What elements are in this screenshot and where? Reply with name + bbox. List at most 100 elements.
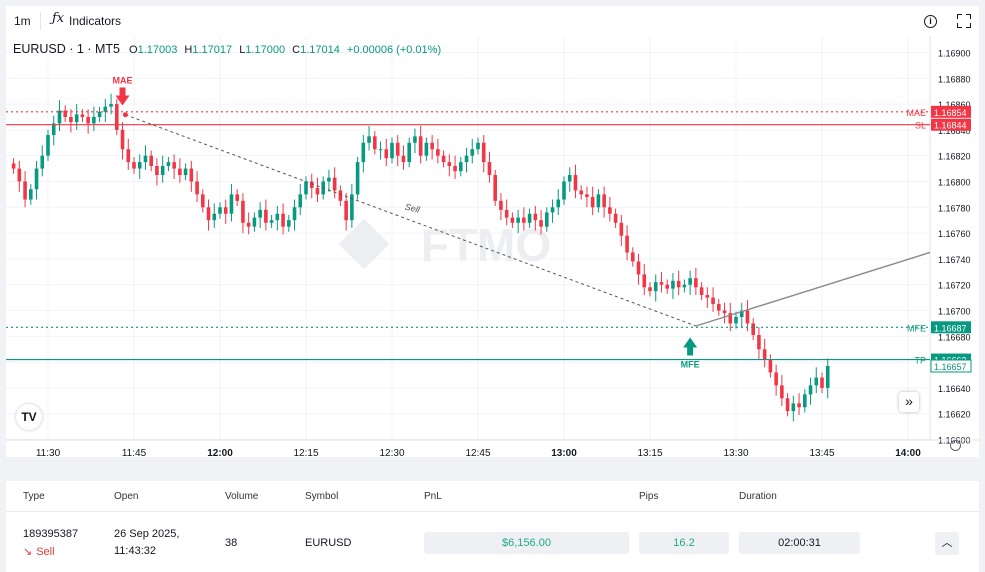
candle-body: [155, 166, 159, 176]
y-tick-label: 1.16860: [938, 100, 971, 110]
candle-body: [309, 181, 314, 188]
candle-body: [430, 142, 434, 150]
y-tick-label: 1.16620: [938, 410, 971, 420]
candle-body: [86, 116, 90, 124]
candle-body: [459, 162, 463, 172]
candle-body: [556, 199, 561, 208]
chart-toolbar: 1m ƒx Indicators i: [6, 6, 979, 36]
trade-path-line: [125, 114, 697, 327]
price-tag-text: 1.16844: [934, 121, 967, 131]
fullscreen-icon[interactable]: [957, 14, 971, 28]
candle-body: [126, 149, 131, 163]
level-label-sl: SL: [915, 121, 926, 131]
y-tick-label: 1.16640: [938, 384, 971, 394]
gear-icon[interactable]: [950, 440, 961, 451]
candle-body: [287, 220, 291, 227]
candle-body: [791, 403, 796, 412]
x-tick-label: 13:45: [809, 448, 834, 457]
chart-panel[interactable]: 1m ƒx Indicators i 1.16900 1.16880 1.16860…: [6, 6, 979, 457]
mfe-arrow-icon: [683, 337, 698, 348]
candle-body: [648, 287, 652, 292]
candle-body: [327, 177, 331, 182]
candle-body: [545, 212, 549, 227]
candle-body: [722, 310, 727, 314]
candle-body: [350, 194, 354, 221]
level-label-mae: MAE: [906, 108, 926, 118]
header-open: Open: [114, 491, 139, 502]
candle-body: [522, 217, 526, 223]
legend-open-value: 1.17003: [137, 44, 178, 56]
candle-body: [631, 252, 635, 262]
y-tick-label: 1.16740: [938, 255, 971, 265]
candle-body: [275, 213, 280, 221]
candle-body: [178, 168, 182, 176]
header-divider: [6, 511, 979, 512]
price-chart[interactable]: 1.16900 1.16880 1.16860 1.16840 1.16820 1.168…: [6, 36, 979, 457]
candle-body: [682, 284, 687, 288]
candle-body: [562, 181, 566, 200]
candle-body: [115, 104, 119, 130]
candle-body: [407, 142, 411, 163]
ohlc-legend: EURUSD · 1 · MT5 O1.17003 H1.17017 L1.17…: [13, 42, 445, 56]
candle-body: [797, 403, 801, 408]
candle-body: [401, 155, 406, 163]
timeframe-button[interactable]: 1m: [14, 14, 31, 28]
candle-body: [780, 385, 784, 399]
candle-body: [751, 323, 755, 336]
candle-body: [395, 142, 400, 156]
candle-body: [166, 162, 171, 166]
candle-body: [487, 162, 492, 176]
header-pnl: PnL: [424, 491, 442, 502]
info-icon[interactable]: i: [924, 15, 937, 28]
fx-icon[interactable]: ƒx: [52, 11, 65, 26]
candle-body: [149, 155, 153, 166]
tradingview-logo-icon[interactable]: TV: [16, 404, 42, 430]
price-tag-text: 1.16854: [934, 108, 967, 118]
candle-body: [143, 155, 148, 163]
candle-body: [613, 213, 618, 223]
mae-label: MAE: [113, 75, 133, 85]
candle-body: [636, 261, 641, 275]
x-tick-label: 13:30: [723, 448, 748, 457]
candle-body: [338, 190, 343, 201]
candle-body: [825, 366, 830, 388]
candle-body: [57, 110, 62, 124]
candle-body: [590, 196, 595, 208]
candle-body: [29, 189, 33, 200]
candle-body: [80, 114, 85, 117]
candle-body: [699, 287, 704, 296]
x-tick-label: 12:00: [207, 448, 233, 457]
candle-body: [269, 220, 274, 223]
candle-body: [120, 129, 125, 150]
candle-body: [137, 162, 142, 169]
candle-body: [132, 162, 136, 169]
candle-body: [315, 187, 320, 195]
candle-body: [625, 235, 629, 253]
y-tick-label: 1.16820: [938, 152, 971, 162]
scroll-to-realtime-button[interactable]: »: [899, 392, 919, 412]
y-tick-label: 1.16780: [938, 203, 971, 213]
projection-line: [695, 251, 931, 327]
candle-body: [768, 359, 773, 373]
arrow-down-right-icon: ↘: [23, 546, 33, 558]
candle-body: [608, 207, 612, 214]
trade-direction-label: Sell: [36, 546, 55, 558]
candle-body: [97, 111, 102, 117]
indicators-button[interactable]: Indicators: [69, 14, 122, 28]
last-price-text: 1.16657: [934, 362, 967, 372]
x-tick-label: 13:15: [637, 448, 662, 457]
candle-body: [235, 194, 239, 201]
candle-body: [212, 213, 217, 221]
candle-body: [246, 222, 251, 227]
trade-id: 189395387: [23, 528, 79, 540]
candle-body: [373, 136, 377, 150]
watermark-logo: FTMO: [421, 219, 551, 271]
candle-body: [814, 377, 819, 386]
candle-body: [424, 142, 429, 156]
candle-body: [34, 168, 39, 190]
candle-body: [447, 162, 452, 166]
candle-body: [527, 213, 532, 223]
collapse-row-button[interactable]: ︿: [935, 532, 959, 555]
candle-body: [241, 200, 245, 223]
candle-body: [109, 104, 113, 107]
